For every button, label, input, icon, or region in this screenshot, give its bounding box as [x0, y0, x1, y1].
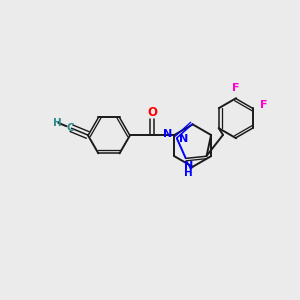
- Text: F: F: [260, 100, 268, 110]
- Text: N: N: [184, 161, 193, 171]
- Text: F: F: [232, 83, 240, 94]
- Text: O: O: [147, 106, 157, 119]
- Text: H: H: [52, 118, 61, 128]
- Text: N: N: [179, 134, 188, 144]
- Text: C: C: [66, 123, 74, 133]
- Text: H: H: [184, 168, 193, 178]
- Text: N: N: [163, 128, 172, 139]
